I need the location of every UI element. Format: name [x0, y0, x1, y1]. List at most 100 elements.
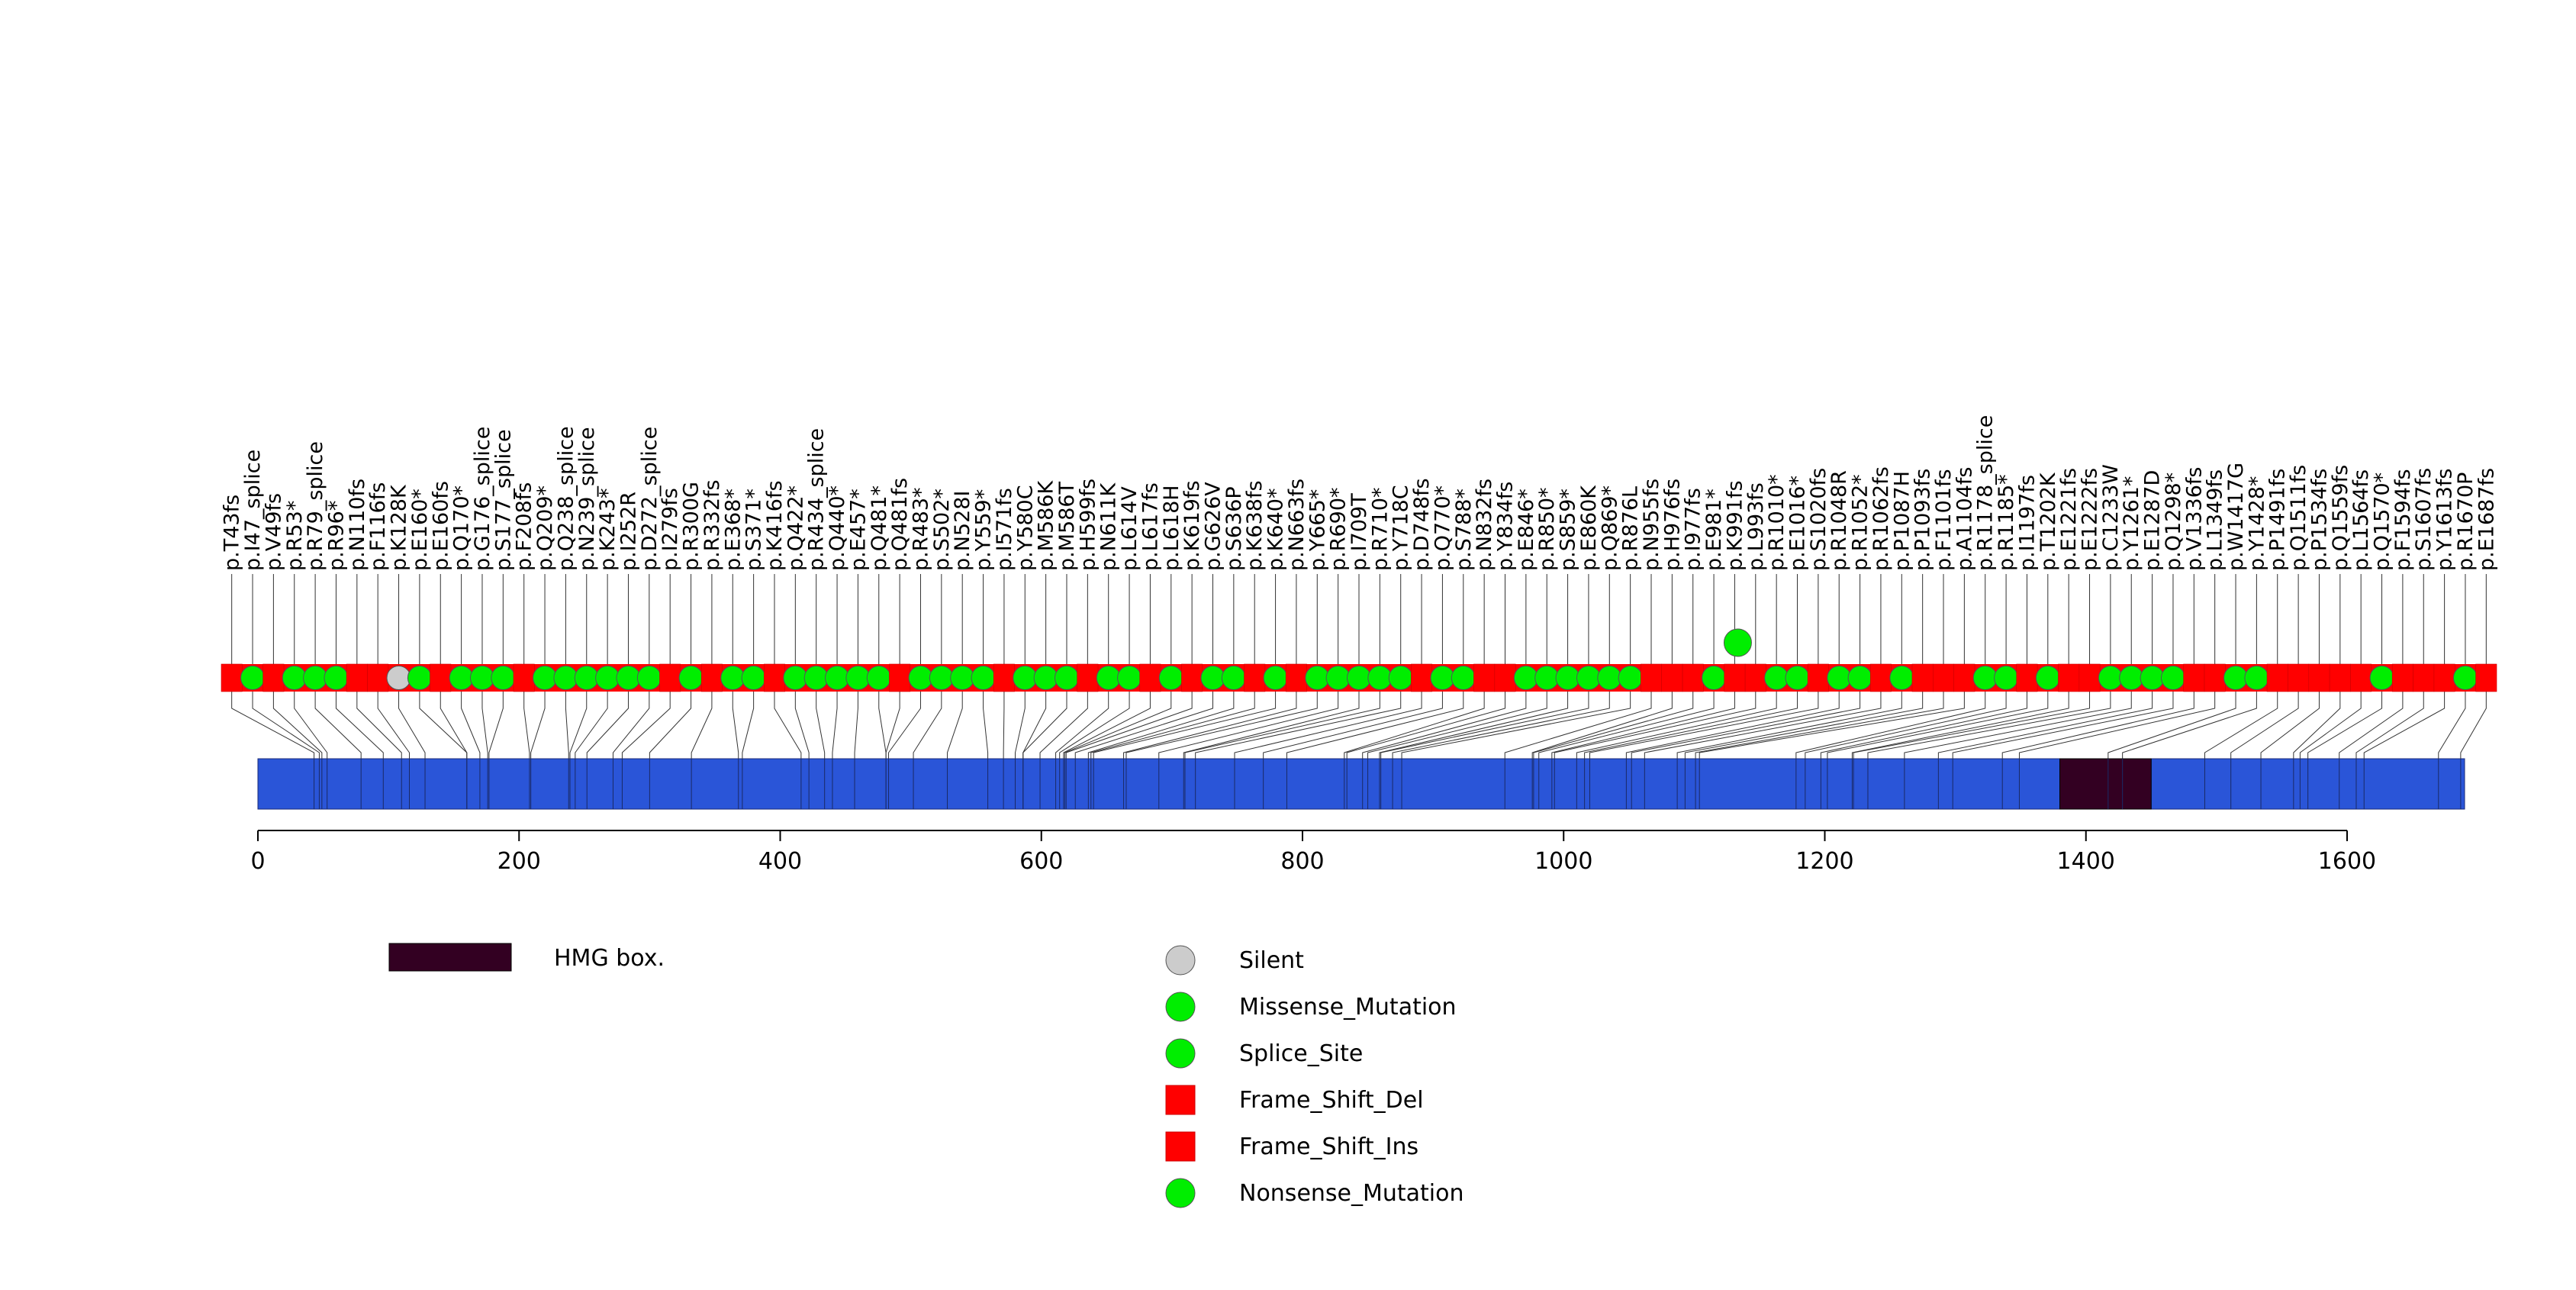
mutation-glyph-p-p1093fs[interactable]	[1911, 663, 1934, 692]
mutation-glyph-p-e1016[interactable]	[1785, 666, 1810, 690]
mutation-glyph-p-s636p[interactable]	[1221, 666, 1246, 690]
mutation-glyph-p-e981[interactable]	[1702, 666, 1727, 690]
mutation-glyph-p-n110fs[interactable]	[346, 663, 368, 692]
mutation-glyph-p-r53[interactable]	[282, 666, 307, 690]
mutation-glyph-p-q238-splice[interactable]	[553, 666, 578, 690]
mutation-glyph-p-c1233w[interactable]	[2098, 666, 2123, 690]
mutation-glyph-stacked[interactable]	[1723, 628, 1752, 657]
mutation-glyph-p-s859[interactable]	[1555, 666, 1580, 690]
mutation-glyph-p-e1287d[interactable]	[2140, 666, 2165, 690]
mutation-glyph-p-l1349fs[interactable]	[2204, 663, 2226, 692]
mutation-glyph-p-n832fs[interactable]	[1473, 663, 1496, 692]
mutation-glyph-p-l617fs[interactable]	[1139, 663, 1161, 692]
mutation-glyph-p-k640[interactable]	[1263, 666, 1288, 690]
mutation-glyph-p-q170[interactable]	[449, 666, 474, 690]
mutation-glyph-p-t1202k[interactable]	[2035, 666, 2060, 690]
mutation-glyph-p-k619fs[interactable]	[1181, 663, 1203, 692]
mutation-glyph-p-l614v[interactable]	[1117, 666, 1142, 690]
mutation-glyph-p-t43fs[interactable]	[221, 663, 243, 692]
mutation-glyph-p-q440[interactable]	[825, 666, 850, 690]
mutation-glyph-p-k991fs[interactable]	[1724, 663, 1746, 692]
mutation-glyph-p-p1534fs[interactable]	[2308, 663, 2330, 692]
mutation-glyph-p-n663fs[interactable]	[1285, 663, 1307, 692]
mutation-glyph-p-e1221fs[interactable]	[2058, 663, 2080, 692]
mutation-glyph-p-r1185[interactable]	[1994, 666, 2019, 690]
mutation-glyph-p-k638fs[interactable]	[1244, 663, 1266, 692]
mutation-glyph-p-q1559fs[interactable]	[2329, 663, 2351, 692]
mutation-glyph-p-k243[interactable]	[595, 666, 620, 690]
mutation-glyph-p-r332fs[interactable]	[700, 663, 723, 692]
mutation-glyph-p-r690[interactable]	[1325, 666, 1351, 690]
mutation-glyph-p-s371[interactable]	[741, 666, 766, 690]
mutation-glyph-p-f1594fs[interactable]	[2391, 663, 2413, 692]
mutation-glyph-p-n528i[interactable]	[950, 666, 975, 690]
mutation-glyph-p-e457[interactable]	[845, 666, 871, 690]
domain-hmg-box[interactable]	[2059, 758, 2152, 810]
mutation-glyph-p-r1178-splice[interactable]	[1972, 666, 1998, 690]
mutation-glyph-p-y1261[interactable]	[2119, 666, 2144, 690]
mutation-glyph-p-g176-splice[interactable]	[469, 666, 494, 690]
mutation-glyph-p-e368[interactable]	[720, 666, 745, 690]
mutation-glyph-p-r1048r[interactable]	[1827, 666, 1852, 690]
mutation-glyph-p-q869[interactable]	[1597, 666, 1622, 690]
mutation-glyph-p-s788[interactable]	[1451, 666, 1476, 690]
mutation-glyph-p-s1020fs[interactable]	[1807, 663, 1829, 692]
mutation-glyph-p-r1670p[interactable]	[2452, 666, 2478, 690]
mutation-glyph-p-q481[interactable]	[866, 666, 891, 690]
mutation-glyph-p-i977fs[interactable]	[1682, 663, 1704, 692]
mutation-glyph-p-g626v[interactable]	[1200, 666, 1225, 690]
mutation-glyph-p-k416fs[interactable]	[764, 663, 785, 692]
mutation-glyph-p-l993fs[interactable]	[1744, 663, 1766, 692]
mutation-glyph-p-i252r[interactable]	[616, 666, 641, 690]
mutation-glyph-p-w1417g[interactable]	[2223, 666, 2249, 690]
mutation-glyph-p-d272-splice[interactable]	[636, 666, 662, 690]
mutation-glyph-p-q481fs[interactable]	[889, 663, 911, 692]
mutation-glyph-p-i571fs[interactable]	[993, 663, 1015, 692]
mutation-glyph-p-r850[interactable]	[1534, 666, 1560, 690]
mutation-glyph-p-n611k[interactable]	[1096, 666, 1121, 690]
mutation-glyph-p-m586t[interactable]	[1054, 666, 1079, 690]
mutation-glyph-p-i1197fs[interactable]	[2016, 663, 2038, 692]
mutation-glyph-p-y559[interactable]	[971, 666, 996, 690]
mutation-glyph-p-y1613fs[interactable]	[2433, 663, 2455, 692]
mutation-glyph-p-s177-splice[interactable]	[491, 666, 516, 690]
mutation-glyph-p-q422[interactable]	[783, 666, 808, 690]
mutation-glyph-p-p1491fs[interactable]	[2266, 663, 2288, 692]
mutation-glyph-p-y718c[interactable]	[1388, 666, 1413, 690]
mutation-glyph-p-f116fs[interactable]	[367, 663, 389, 692]
mutation-glyph-p-y834fs[interactable]	[1494, 663, 1516, 692]
mutation-glyph-p-h599fs[interactable]	[1077, 663, 1099, 692]
mutation-glyph-p-k128k[interactable]	[386, 666, 411, 690]
mutation-glyph-p-s502[interactable]	[929, 666, 954, 690]
mutation-glyph-p-q1511fs[interactable]	[2288, 663, 2310, 692]
mutation-glyph-p-r434-splice[interactable]	[803, 666, 829, 690]
mutation-glyph-p-l618h[interactable]	[1158, 666, 1183, 690]
mutation-glyph-p-s1607fs[interactable]	[2413, 663, 2435, 692]
mutation-glyph-p-e160fs[interactable]	[430, 663, 452, 692]
mutation-glyph-p-f1101fs[interactable]	[1933, 663, 1954, 692]
mutation-glyph-p-i279fs[interactable]	[659, 663, 681, 692]
mutation-glyph-p-q1570[interactable]	[2369, 666, 2394, 690]
mutation-glyph-p-r300g[interactable]	[678, 666, 704, 690]
mutation-glyph-p-h976fs[interactable]	[1661, 663, 1683, 692]
mutation-glyph-p-a1104fs[interactable]	[1953, 663, 1975, 692]
mutation-glyph-p-d748fs[interactable]	[1411, 663, 1433, 692]
mutation-glyph-p-n239-splice[interactable]	[574, 666, 599, 690]
mutation-glyph-p-r1052[interactable]	[1847, 666, 1872, 690]
mutation-glyph-p-p1087h[interactable]	[1889, 666, 1914, 690]
mutation-glyph-p-f208fs[interactable]	[513, 663, 535, 692]
mutation-glyph-p-e846[interactable]	[1513, 666, 1538, 690]
mutation-glyph-p-r483[interactable]	[908, 666, 933, 690]
mutation-glyph-p-r1010[interactable]	[1764, 666, 1789, 690]
mutation-glyph-p-e1222fs[interactable]	[2079, 663, 2101, 692]
mutation-glyph-p-e1687fs[interactable]	[2475, 663, 2497, 692]
mutation-glyph-p-e160[interactable]	[407, 666, 432, 690]
mutation-glyph-p-r1062fs[interactable]	[1869, 663, 1892, 692]
mutation-glyph-p-r710[interactable]	[1367, 666, 1393, 690]
mutation-glyph-p-v49fs[interactable]	[262, 663, 285, 692]
mutation-glyph-p-i47-splice[interactable]	[240, 666, 266, 690]
mutation-glyph-p-i709t[interactable]	[1347, 666, 1371, 690]
mutation-glyph-p-r79-splice[interactable]	[303, 666, 328, 690]
mutation-glyph-p-y1428[interactable]	[2244, 666, 2269, 690]
mutation-glyph-p-m586k[interactable]	[1033, 666, 1058, 690]
